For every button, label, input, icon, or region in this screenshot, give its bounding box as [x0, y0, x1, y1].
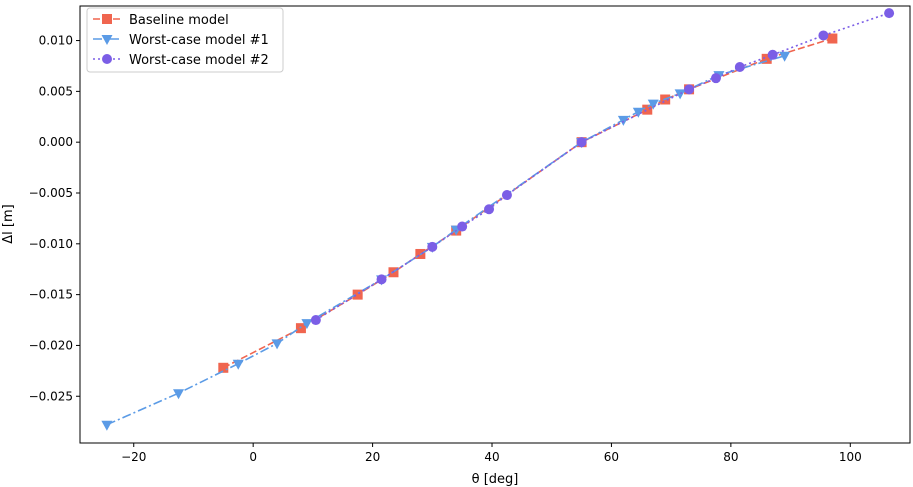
legend-label: Worst-case model #2: [129, 53, 269, 68]
x-tick-label: 60: [604, 450, 619, 464]
data-point: [484, 204, 495, 215]
data-point: [232, 359, 244, 370]
legend-item: Worst-case model #2: [93, 53, 269, 68]
data-point: [734, 61, 745, 72]
y-tick-label: −0.020: [29, 338, 73, 352]
data-point: [642, 104, 653, 115]
y-tick-label: −0.005: [29, 186, 73, 200]
data-point: [310, 315, 321, 326]
data-point: [884, 8, 895, 19]
y-tick-label: −0.025: [29, 389, 73, 403]
x-tick-label: 100: [839, 450, 862, 464]
data-point: [501, 190, 512, 201]
legend-marker: [102, 54, 112, 64]
y-axis-ticks: −0.025 −0.020 −0.015 −0.010 −0.005 0.000 0.005…: [29, 34, 80, 403]
legend: Baseline model Worst-case model #1 Worst-c…: [86, 7, 284, 73]
x-tick-label: 20: [365, 450, 380, 464]
data-point: [427, 241, 438, 252]
series-2: [101, 51, 791, 431]
legend-item: Worst-case model #1: [93, 33, 269, 48]
series-line: [106, 55, 785, 426]
y-tick-label: 0.005: [39, 84, 73, 98]
x-tick-label: 80: [723, 450, 738, 464]
data-point: [647, 99, 659, 110]
data-point: [710, 73, 721, 84]
data-point: [576, 137, 587, 148]
y-tick-label: −0.015: [29, 288, 73, 302]
x-axis-ticks: −20 0 20 40 60 80 100: [121, 443, 862, 464]
data-point: [376, 274, 387, 285]
data-point: [352, 289, 363, 300]
legend-box: [86, 7, 284, 73]
y-axis-label: Δl [m]: [1, 204, 16, 243]
data-point: [457, 221, 468, 232]
legend-marker: [101, 35, 113, 45]
data-point: [818, 30, 829, 41]
legend-item: Baseline model: [93, 13, 229, 28]
data-point: [173, 389, 185, 400]
data-point: [761, 53, 772, 64]
x-tick-label: 0: [249, 450, 257, 464]
series-layer: [101, 8, 895, 431]
data-point: [218, 362, 229, 373]
series-3: [310, 8, 895, 326]
y-tick-label: 0.010: [39, 34, 73, 48]
x-axis-label: θ [deg]: [472, 472, 519, 487]
data-point: [827, 33, 838, 44]
x-tick-label: 40: [484, 450, 499, 464]
data-point: [632, 107, 644, 118]
series-line: [315, 12, 890, 321]
y-tick-label: 0.000: [39, 135, 73, 149]
x-tick-label: −20: [121, 450, 146, 464]
legend-marker: [102, 14, 112, 24]
data-point: [301, 319, 313, 330]
data-point: [674, 89, 686, 100]
data-point: [779, 51, 791, 62]
legend-label: Worst-case model #1: [129, 33, 269, 48]
data-point: [684, 84, 695, 95]
series-line: [222, 37, 833, 369]
plot-frame: [79, 5, 911, 444]
series-1: [218, 33, 838, 373]
data-point: [295, 323, 306, 334]
data-point: [271, 339, 283, 350]
data-point: [101, 420, 113, 431]
legend-label: Baseline model: [129, 13, 229, 28]
y-tick-label: −0.010: [29, 237, 73, 251]
data-point: [767, 49, 778, 60]
